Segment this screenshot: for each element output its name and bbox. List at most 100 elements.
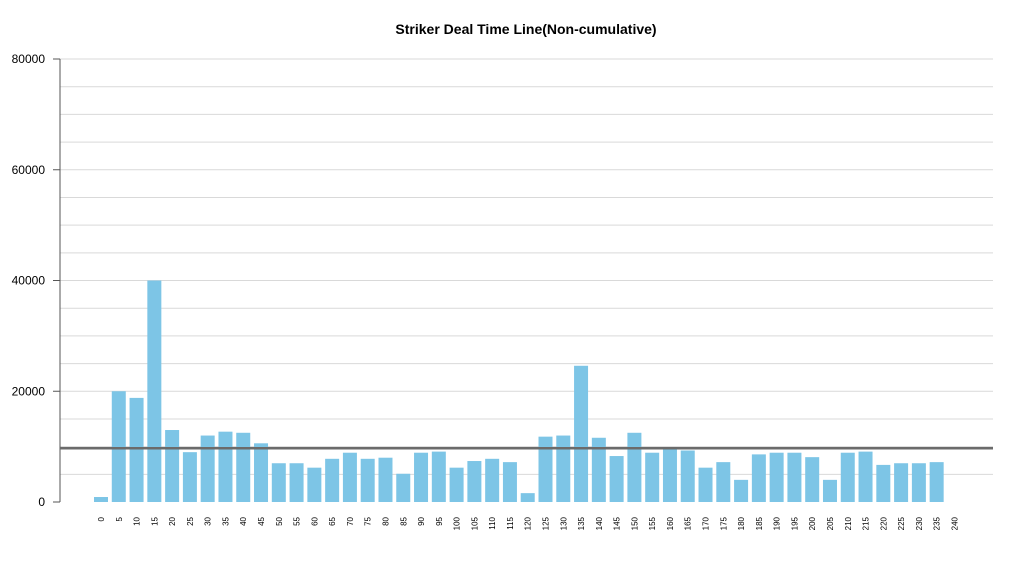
bar-120 [520,493,535,502]
x-tick-label: 195 [790,516,799,530]
bar-75 [360,458,375,502]
bar-165 [680,450,695,502]
x-tick-label: 185 [755,516,764,530]
x-tick-label: 240 [950,516,959,530]
bar-110 [485,458,500,502]
x-tick-label: 30 [204,516,213,525]
x-tick-label: 170 [702,516,711,530]
bar-60 [307,467,322,502]
x-tick-label: 75 [364,516,373,525]
x-tick-label: 40 [239,516,248,525]
x-tick-label: 145 [613,516,622,530]
x-tick-label: 55 [293,516,302,525]
x-tick-label: 125 [542,516,551,530]
bar-40 [236,432,251,502]
bar-0 [94,497,108,502]
x-tick-label: 220 [879,516,888,530]
bar-135 [574,365,589,502]
y-tick-label: 80000 [12,52,46,66]
x-tick-label: 160 [666,516,675,530]
bar-220 [876,464,891,502]
bar-20 [165,430,180,502]
bar-130 [556,435,571,502]
x-tick-label: 110 [488,516,497,529]
x-tick-label: 100 [453,516,462,530]
bar-70 [342,452,357,502]
x-tick-label: 140 [595,516,604,530]
bar-150 [627,432,642,502]
gridlines [60,58,993,475]
bar-185 [751,454,766,502]
bar-55 [289,463,304,502]
x-tick-label: 135 [577,516,586,530]
bar-5 [111,391,126,502]
x-tick-label: 65 [328,516,337,525]
bar-50 [271,463,286,502]
bar-95 [431,451,446,502]
bar-80 [378,457,393,502]
bar-215 [858,451,873,502]
bar-230 [911,463,926,502]
x-tick-label: 25 [186,516,195,525]
x-tick-label: 200 [808,516,817,530]
x-tick-label: 70 [346,516,355,525]
bar-235 [929,462,944,502]
bar-145 [609,456,624,502]
x-tick-label: 85 [399,516,408,525]
x-tick-label: 230 [915,516,924,530]
bar-205 [822,479,837,502]
x-tick-label: 35 [221,516,230,525]
x-tick-label: 190 [773,516,782,530]
bar-10 [129,397,144,502]
bar-200 [805,457,820,502]
x-tick-label: 150 [630,516,639,530]
x-tick-label: 95 [435,516,444,525]
x-tick-label: 120 [524,516,533,530]
bar-125 [538,436,553,502]
x-tick-label: 215 [862,516,871,530]
x-tick-label: 130 [559,516,568,530]
x-tick-label: 225 [897,516,906,530]
x-tick-label: 155 [648,516,657,530]
bar-45 [254,443,269,502]
x-tick-label: 115 [506,516,515,529]
axes [53,58,61,503]
bar-100 [449,467,464,502]
x-tick-label: 45 [257,516,266,525]
bar-90 [414,452,429,502]
x-tick-label: 210 [844,516,853,530]
bar-195 [787,452,802,502]
bar-25 [182,452,197,502]
x-tick-label: 0 [97,516,106,521]
bar-170 [698,467,713,502]
bar-160 [662,448,677,502]
bar-35 [218,431,233,502]
x-tick-label: 165 [684,516,693,530]
x-tick-label: 15 [150,516,159,525]
bar-15 [147,280,162,502]
chart-title: Striker Deal Time Line(Non-cumulative) [395,21,657,37]
bar-225 [894,463,909,502]
tick-labels: 0 20000 40000 60000 80000 0 5 10 15 20 25 30 35 40 45 5… [12,52,960,530]
bar-140 [591,437,606,502]
bar-105 [467,461,482,502]
y-tick-label: 20000 [12,384,46,398]
y-tick-label: 60000 [12,163,46,177]
x-tick-label: 50 [275,516,284,525]
x-tick-label: 180 [737,516,746,530]
x-tick-label: 10 [133,516,142,525]
bar-155 [645,452,660,502]
bar-30 [200,435,215,502]
x-tick-label: 60 [310,516,319,525]
x-tick-label: 205 [826,516,835,530]
bar-180 [734,479,749,502]
bar-175 [716,462,731,502]
x-tick-label: 80 [381,516,390,525]
bars [94,280,944,502]
bar-190 [769,452,784,502]
x-tick-label: 235 [933,516,942,530]
bar-65 [325,458,340,502]
y-tick-label: 0 [38,495,45,509]
x-tick-label: 20 [168,516,177,525]
